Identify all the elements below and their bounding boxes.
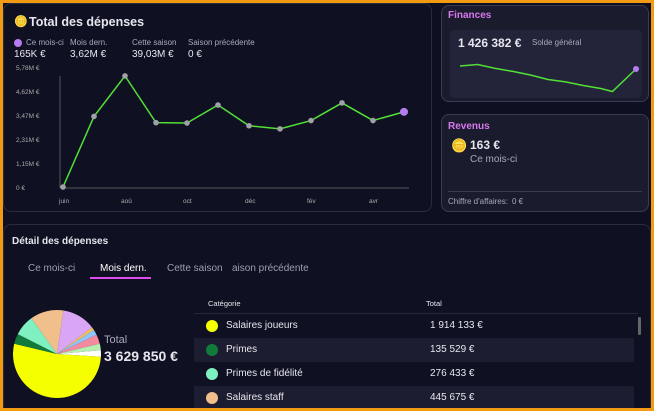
slice-other: [57, 327, 94, 354]
category-color-dot: [206, 344, 218, 356]
revenus-sub: Ce mois-ci: [470, 154, 518, 165]
data-point: [60, 184, 66, 190]
stat-value: 165K €: [14, 49, 46, 60]
y-tick-label: 5,78M €: [16, 65, 40, 72]
data-point: [215, 102, 221, 108]
category-total: 135 529 €: [430, 344, 475, 355]
stat-value: 3,62M €: [70, 49, 107, 60]
data-point: [277, 126, 283, 132]
category-color-dot: [206, 392, 218, 404]
slice-primes: [14, 334, 58, 354]
table-row[interactable]: Primes 135 529 €: [194, 338, 634, 362]
detail-title: Détail des dépenses: [12, 236, 109, 247]
x-tick-label: avr: [369, 198, 379, 205]
finances-title: Finances: [448, 10, 492, 21]
balance-sparkline: [459, 63, 639, 93]
x-tick-label: juin: [58, 198, 70, 205]
category-color-dot: [206, 368, 218, 380]
column-category: Catégorie: [208, 299, 241, 308]
coins-up-icon: 🪙: [451, 138, 468, 153]
category-color-dot: [206, 320, 218, 332]
category-name: Primes de fidélité: [226, 368, 303, 379]
coins-minus-icon: 🪙: [14, 16, 28, 28]
x-tick-label: aoû: [121, 198, 132, 205]
balance-value: 1 426 382 €: [458, 36, 522, 50]
revenus-value: 163 €: [470, 138, 501, 152]
detail-panel: Détail des dépenses Ce mois-ci Mois dern…: [3, 224, 651, 408]
stat-value: 39,03M €: [132, 49, 174, 60]
slice-other: [57, 334, 100, 354]
y-tick-label: 4,62M €: [16, 89, 40, 96]
data-point: [184, 120, 190, 126]
data-point: [370, 117, 376, 124]
data-point: [308, 117, 314, 124]
active-tab-underline: [90, 277, 151, 279]
y-tick-label: 0 €: [16, 185, 25, 192]
expenses-pie-chart: [13, 310, 102, 398]
column-total: Total: [426, 299, 442, 308]
revenus-card: Revenus 🪙 163 € Ce mois-ci Chiffre d'aff…: [441, 114, 649, 212]
data-point: [339, 100, 345, 106]
scrollbar[interactable]: [638, 317, 641, 335]
data-point: [122, 73, 128, 79]
stat-label: Cette saison: [132, 38, 177, 47]
category-total: 1 914 133 €: [430, 320, 483, 331]
tab-this-season[interactable]: Cette saison: [167, 263, 223, 274]
category-total: 445 675 €: [430, 392, 475, 403]
data-point: [246, 122, 252, 129]
total-value: 3 629 850 €: [104, 348, 178, 364]
turnover-label: Chiffre d'affaires:: [448, 197, 508, 206]
tab-last-month[interactable]: Mois dern.: [100, 263, 147, 274]
x-tick-label: oct: [183, 198, 192, 205]
category-total: 276 433 €: [430, 368, 475, 379]
category-name: Primes: [226, 344, 258, 355]
category-name: Salaires joueurs: [226, 320, 298, 331]
expense-line: [62, 74, 405, 188]
category-name: Salaires staff: [226, 392, 284, 403]
balance-point: [633, 66, 639, 72]
y-tick-label: 2,31M €: [16, 137, 40, 144]
data-point: [400, 107, 408, 116]
data-point: [153, 119, 159, 126]
finances-card: Finances 1 426 382 € Solde général: [441, 5, 649, 102]
revenus-title: Revenus: [448, 121, 490, 132]
y-tick-label: 1,15M €: [16, 161, 40, 168]
legend-dot: [14, 39, 22, 47]
divider: [448, 191, 642, 192]
expenses-panel: 🪙 Total des dépenses Ce mois-ci 165K € Moi…: [3, 3, 432, 212]
balance-label: Solde général: [532, 38, 582, 47]
y-tick-label: 3,47M €: [16, 113, 40, 120]
expenses-line-chart: 0 € 1,15M € 2,31M € 3,47M € 4,62M € 5,78M € ju…: [16, 65, 409, 205]
tab-this-month[interactable]: Ce mois-ci: [28, 263, 76, 274]
table-row[interactable]: Primes de fidélité 276 433 €: [194, 362, 634, 386]
turnover-value: 0 €: [512, 197, 524, 206]
stat-label: Mois dern.: [70, 38, 108, 47]
dashboard: 🪙 Total des dépenses Ce mois-ci 165K € Moi…: [3, 3, 651, 408]
stat-label: Ce mois-ci: [26, 38, 64, 47]
total-label: Total: [104, 334, 128, 346]
table-row[interactable]: Salaires joueurs 1 914 133 €: [194, 314, 634, 338]
slice-primes-fidelite: [17, 318, 57, 354]
slice-salaires-joueurs: [13, 343, 101, 398]
slice-other: [57, 330, 97, 354]
slice-salaires-staff: [31, 310, 64, 354]
slice-other: [57, 310, 93, 354]
table-row[interactable]: Salaires staff 445 675 €: [194, 386, 634, 408]
x-tick-label: déc: [245, 198, 256, 205]
balance-line: [459, 63, 637, 93]
tab-last-season[interactable]: aison précédente: [232, 263, 309, 274]
slice-other: [57, 350, 102, 357]
data-point: [91, 113, 97, 120]
stat-label: Saison précédente: [188, 38, 255, 47]
expenses-title: Total des dépenses: [29, 15, 145, 29]
x-tick-label: fév: [307, 198, 316, 205]
slice-other: [57, 343, 101, 354]
stat-value: 0 €: [188, 49, 202, 60]
